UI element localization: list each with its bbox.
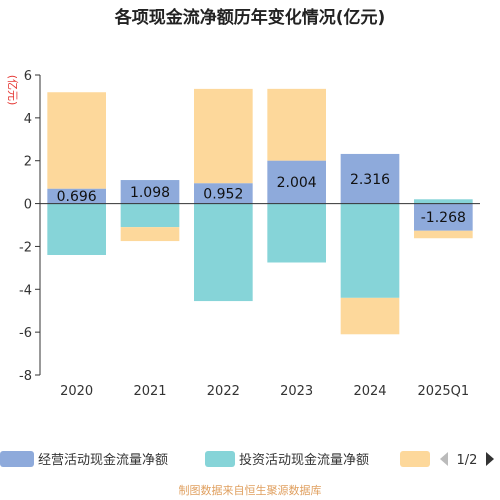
triangle-left-icon[interactable] xyxy=(440,452,448,466)
triangle-right-icon[interactable] xyxy=(486,452,494,466)
chart-title: 各项现金流净额历年变化情况(亿元) xyxy=(114,7,386,28)
axes: -8 -6 -4 -2 0 2 4 6 2020 2021 2022 2023 2024 2025Q1 xyxy=(19,69,480,399)
bar-2025Q1-series-1 xyxy=(414,203,473,231)
legend: 经营活动现金流量净额 投资活动现金流量净额 1/2 xyxy=(0,451,494,468)
y-tick-label: 2 xyxy=(24,155,32,170)
bar-2025Q1-series-2 xyxy=(414,199,473,204)
bar-2024-series-3 xyxy=(340,297,400,335)
bar-2024-series-2 xyxy=(340,203,400,298)
y-tick-label: 4 xyxy=(24,112,32,127)
bar-2024-series-1 xyxy=(340,153,400,204)
bar-2020-series-1 xyxy=(47,188,106,204)
y-axis-label: (亿元) xyxy=(6,75,19,106)
y-tick-label: 0 xyxy=(24,198,32,213)
x-tick-label: 2024 xyxy=(353,384,386,399)
legend-swatch-3 xyxy=(400,451,430,467)
bar-2022-series-2 xyxy=(194,203,253,302)
x-tick-label: 2020 xyxy=(60,384,93,399)
x-tick-label: 2022 xyxy=(207,384,240,399)
bar-2020-series-2 xyxy=(47,203,106,255)
bar-2022-series-1 xyxy=(194,183,253,204)
y-tick-label: -2 xyxy=(19,240,32,255)
source-note: 制图数据来自恒生聚源数据库 xyxy=(179,483,322,497)
y-tick-label: -4 xyxy=(19,283,32,298)
data-label: 2.316 xyxy=(350,172,390,188)
data-label: -1.268 xyxy=(421,210,466,226)
data-label: 2.004 xyxy=(277,175,317,191)
legend-label-2: 投资活动现金流量净额 xyxy=(239,452,369,468)
plot-area: 0.696 1.098 0.952 2.004 2.316 -1.268 xyxy=(47,88,473,335)
y-tick-label: 6 xyxy=(24,69,32,84)
bar-2020-series-3 xyxy=(47,92,106,189)
data-label: 0.696 xyxy=(57,189,97,205)
bar-2023-series-2 xyxy=(267,203,326,263)
bar-2023-series-3 xyxy=(267,88,326,161)
data-label: 0.952 xyxy=(203,186,243,202)
bar-2022-series-3 xyxy=(194,88,253,184)
bar-2021-series-1 xyxy=(120,180,180,204)
x-tick-label: 2021 xyxy=(133,384,166,399)
legend-swatch-2 xyxy=(205,451,235,467)
y-tick-label: -6 xyxy=(19,326,32,341)
legend-label-1: 经营活动现金流量净额 xyxy=(38,452,168,468)
legend-swatch-1 xyxy=(0,451,34,467)
bar-2021-series-2 xyxy=(120,203,180,228)
bar-2025Q1-series-3 xyxy=(414,230,473,239)
bar-2021-series-3 xyxy=(120,227,180,242)
y-tick-label: -8 xyxy=(19,369,32,384)
legend-page-indicator: 1/2 xyxy=(457,453,478,468)
bar-2023-series-1 xyxy=(267,160,326,204)
x-tick-label: 2023 xyxy=(280,384,313,399)
data-label: 1.098 xyxy=(130,185,170,201)
x-tick-label: 2025Q1 xyxy=(418,384,470,399)
